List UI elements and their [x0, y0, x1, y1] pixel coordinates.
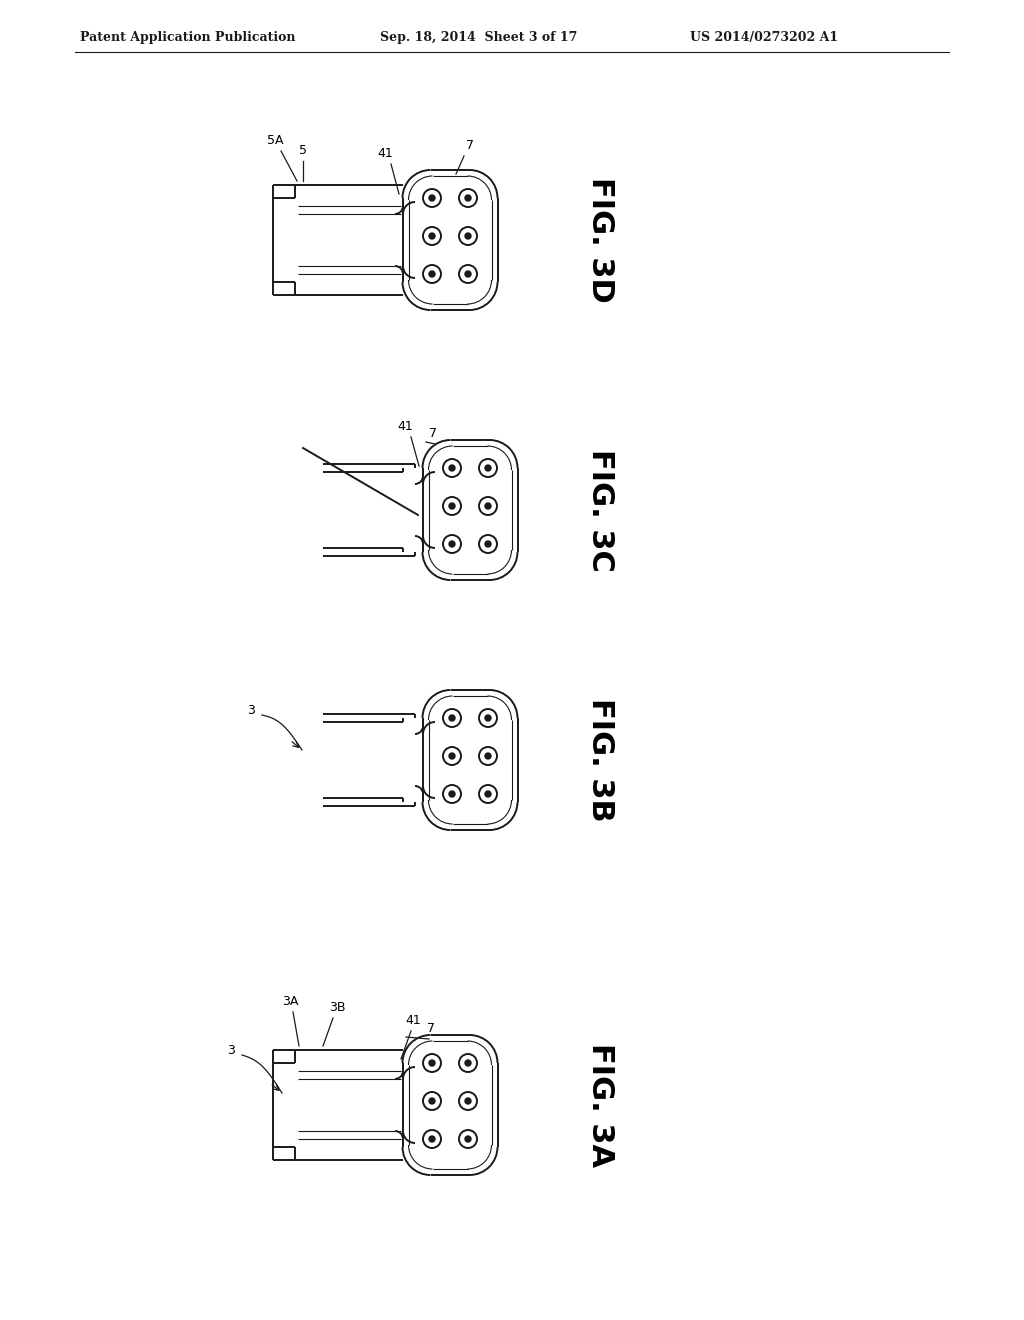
Circle shape	[465, 1098, 471, 1104]
Circle shape	[485, 541, 490, 546]
Text: 3B: 3B	[329, 1001, 345, 1014]
Circle shape	[429, 271, 435, 277]
Circle shape	[429, 195, 435, 201]
Text: 7: 7	[427, 1022, 435, 1035]
Text: 3: 3	[227, 1044, 234, 1056]
Circle shape	[449, 791, 455, 797]
Circle shape	[449, 752, 455, 759]
Text: 41: 41	[377, 147, 393, 160]
Circle shape	[449, 465, 455, 471]
Text: FIG. 3D: FIG. 3D	[586, 177, 614, 302]
Circle shape	[485, 465, 490, 471]
Circle shape	[429, 1098, 435, 1104]
Circle shape	[449, 715, 455, 721]
Circle shape	[465, 1137, 471, 1142]
Circle shape	[429, 1137, 435, 1142]
Text: 5: 5	[299, 144, 307, 157]
Text: 7: 7	[429, 426, 437, 440]
Text: Patent Application Publication: Patent Application Publication	[80, 30, 296, 44]
Text: FIG. 3B: FIG. 3B	[586, 698, 614, 822]
Circle shape	[485, 791, 490, 797]
Circle shape	[485, 715, 490, 721]
Text: 7: 7	[466, 139, 474, 152]
Text: 3: 3	[247, 704, 255, 717]
Circle shape	[485, 503, 490, 510]
Text: 41: 41	[406, 1014, 421, 1027]
Text: Sep. 18, 2014  Sheet 3 of 17: Sep. 18, 2014 Sheet 3 of 17	[380, 30, 578, 44]
Circle shape	[465, 234, 471, 239]
Circle shape	[485, 752, 490, 759]
Circle shape	[465, 1060, 471, 1067]
Circle shape	[429, 1060, 435, 1067]
Circle shape	[449, 503, 455, 510]
Circle shape	[465, 195, 471, 201]
Text: 41: 41	[397, 420, 413, 433]
Circle shape	[449, 541, 455, 546]
Circle shape	[465, 271, 471, 277]
Text: 3A: 3A	[282, 995, 298, 1008]
Text: 5A: 5A	[266, 135, 284, 147]
Text: FIG. 3C: FIG. 3C	[586, 449, 614, 572]
Circle shape	[429, 234, 435, 239]
Text: FIG. 3A: FIG. 3A	[586, 1043, 614, 1167]
Text: US 2014/0273202 A1: US 2014/0273202 A1	[690, 30, 838, 44]
